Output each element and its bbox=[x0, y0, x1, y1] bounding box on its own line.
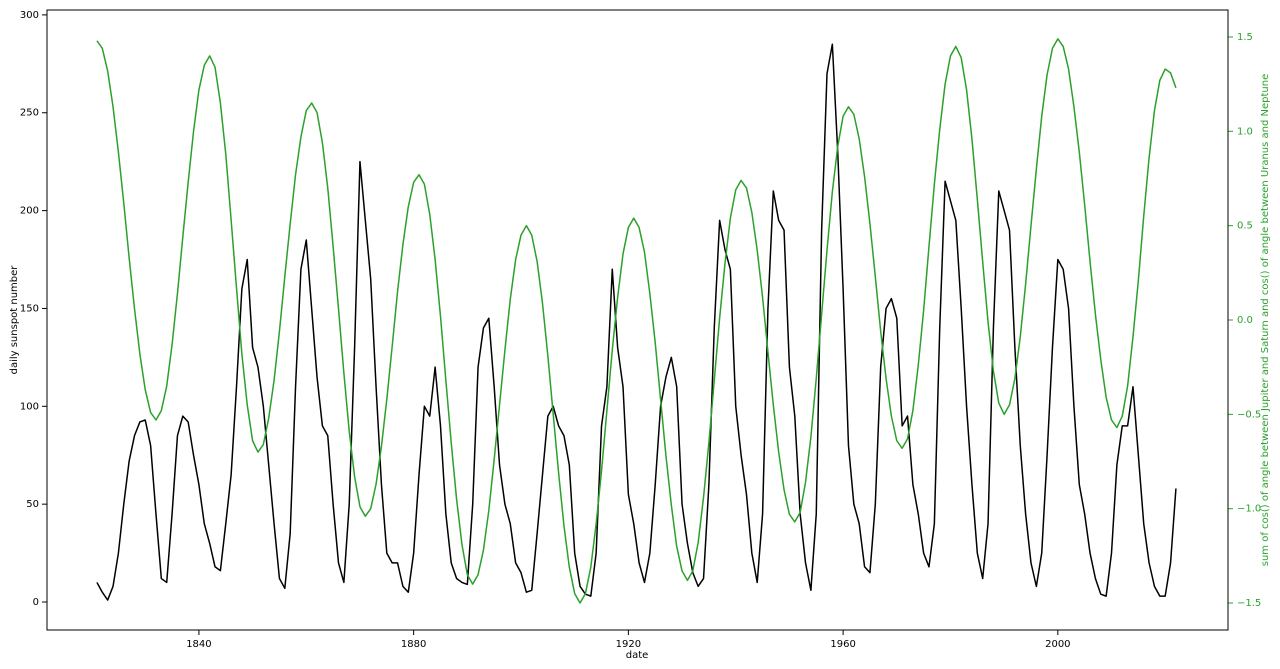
y2-axis-label: sum of cos() of angle between Jupiter an… bbox=[1260, 74, 1271, 567]
x-tick-label: 1920 bbox=[616, 639, 641, 650]
x-tick-label: 1880 bbox=[401, 639, 426, 650]
x-axis-label: date bbox=[626, 650, 649, 661]
y-tick-label: 100 bbox=[20, 401, 39, 412]
line-series bbox=[96, 38, 1177, 604]
y2-tick-label: 1.0 bbox=[1237, 126, 1253, 137]
y-tick-label: 0 bbox=[33, 597, 39, 608]
y2-tick-label: 0.0 bbox=[1237, 315, 1253, 326]
y2-tick-label: −0.5 bbox=[1237, 409, 1261, 420]
y2-tick-label: 1.5 bbox=[1237, 32, 1253, 43]
y2-tick-label: −1.5 bbox=[1237, 598, 1261, 609]
y-tick-label: 150 bbox=[20, 303, 39, 314]
y2-tick-label: −1.0 bbox=[1237, 504, 1261, 515]
line-series bbox=[96, 43, 1177, 601]
x-tick-label: 1840 bbox=[186, 639, 211, 650]
y2-tick-label: 0.5 bbox=[1237, 221, 1253, 232]
y-tick-label: 200 bbox=[20, 206, 39, 217]
y-tick-label: 50 bbox=[26, 499, 39, 510]
x-tick-label: 1960 bbox=[830, 639, 855, 650]
y-axis-label: daily sunspot number bbox=[9, 265, 20, 375]
x-tick-label: 2000 bbox=[1045, 639, 1070, 650]
y-tick-label: 300 bbox=[20, 10, 39, 21]
plot-frame bbox=[46, 9, 1229, 631]
y-tick-label: 250 bbox=[20, 108, 39, 119]
